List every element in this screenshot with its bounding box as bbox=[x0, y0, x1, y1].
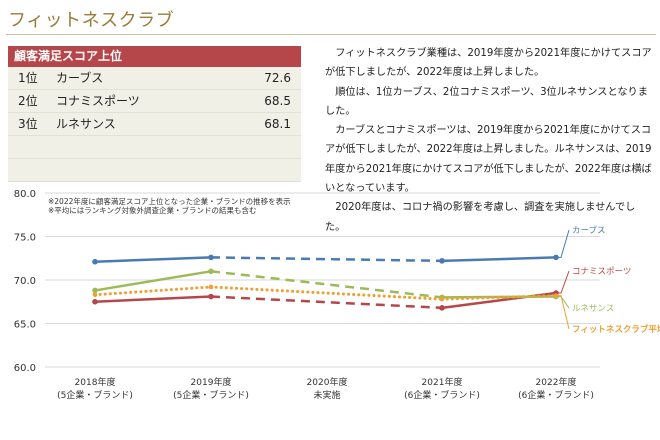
data-point bbox=[439, 296, 445, 302]
series-label: ルネサンス bbox=[572, 304, 614, 314]
ranking-empty-row bbox=[8, 159, 301, 182]
data-point bbox=[208, 293, 214, 300]
data-point bbox=[92, 258, 98, 265]
series-line bbox=[94, 295, 212, 303]
chart-note: ※平均にはランキング対象外調査企業・ブランドの結果も含む bbox=[48, 205, 257, 215]
x-tick-sublabel: (6企業・ブランド) bbox=[518, 389, 594, 401]
ranking-row: 2位 コナミスポーツ 68.5 bbox=[8, 90, 301, 113]
series-label-connector bbox=[556, 295, 570, 330]
x-tick-label: 2020年度 bbox=[307, 376, 348, 388]
rank-company-name: カーブス bbox=[56, 71, 104, 85]
x-tick-label: 2019年度 bbox=[191, 376, 232, 388]
data-point bbox=[439, 258, 445, 264]
x-tick-sublabel: (5企業・ブランド) bbox=[173, 389, 249, 401]
data-point bbox=[92, 287, 98, 294]
series-label-connector bbox=[556, 270, 570, 294]
rank-score: 72.6 bbox=[264, 71, 291, 85]
ranking-header: 顧客満足スコア上位 bbox=[8, 46, 301, 67]
chart-note: ※2022年度に顧客満足スコア上位となった企業・ブランドの推移を表示 bbox=[48, 196, 291, 206]
rank-score: 68.5 bbox=[264, 94, 291, 108]
series-gap-line bbox=[210, 270, 443, 299]
y-tick-label: 75.0 bbox=[14, 233, 36, 244]
x-tick-sublabel: (5企業・ブランド) bbox=[57, 389, 133, 401]
series-gap-line bbox=[209, 285, 444, 301]
description-paragraph: 2020年度は、コロナ禍の影響を考慮し、調査を実施しませんでした。 bbox=[325, 202, 636, 233]
y-tick-label: 70.0 bbox=[14, 276, 36, 287]
description-text: フィットネスクラブ業種は、2019年度から2021年度にかけてスコアが低下しまし… bbox=[325, 44, 655, 237]
data-point bbox=[208, 284, 214, 290]
series-label: フィットネスクラブ平均 bbox=[572, 324, 660, 335]
series-line bbox=[440, 294, 558, 301]
ranking-row: 3位 ルネサンス 68.1 bbox=[8, 113, 301, 136]
ranking-row: 1位 カーブス 72.6 bbox=[8, 67, 301, 90]
series-line bbox=[441, 256, 557, 263]
score-trend-chart: 60.0 65.0 70.0 75.0 80.0 ※2022年度に顧客満足スコア上位となっ… bbox=[14, 189, 660, 401]
rank-position: 1位 bbox=[18, 71, 38, 85]
x-tick-label: 2021年度 bbox=[422, 376, 463, 388]
x-tick-label: 2018年度 bbox=[75, 376, 116, 388]
y-tick-label: 65.0 bbox=[14, 320, 36, 331]
series-label: カーブス bbox=[572, 225, 606, 236]
data-point bbox=[208, 268, 214, 275]
series-label-connector bbox=[556, 229, 570, 258]
x-tick-label: 2022年度 bbox=[536, 376, 577, 388]
ranking-table: 顧客満足スコア上位 1位 カーブス 72.6 2位 コナミスポーツ 68.5 3… bbox=[8, 46, 301, 182]
data-point bbox=[208, 254, 214, 261]
page-title: フィットネスクラブ bbox=[8, 10, 175, 31]
rank-position: 3位 bbox=[18, 117, 38, 131]
y-tick-label: 80.0 bbox=[14, 189, 36, 200]
series-line bbox=[94, 270, 212, 292]
data-point bbox=[92, 292, 98, 298]
series-label: コナミスポーツ bbox=[572, 267, 631, 277]
series-gap-line bbox=[210, 295, 443, 310]
x-tick-sublabel: (6企業・ブランド) bbox=[404, 389, 480, 401]
rank-company-name: コナミスポーツ bbox=[56, 94, 140, 108]
data-point bbox=[439, 305, 445, 311]
description-paragraph: 順位は、1位カーブス、2位コナミスポーツ、3位ルネサンスとなりました。 bbox=[325, 86, 648, 117]
y-tick-label: 60.0 bbox=[14, 363, 36, 374]
description-paragraph: カーブスとコナミスポーツは、2019年度から2021年度にかけてスコアが低下しま… bbox=[325, 125, 652, 195]
rank-score: 68.1 bbox=[264, 117, 291, 131]
data-point bbox=[92, 298, 98, 305]
description-paragraph: フィットネスクラブ業種は、2019年度から2021年度にかけてスコアが低下しまし… bbox=[325, 48, 652, 79]
rank-position: 2位 bbox=[18, 94, 38, 108]
series-line bbox=[93, 285, 213, 297]
series-line bbox=[94, 256, 212, 263]
title-divider bbox=[6, 34, 656, 35]
x-tick-sublabel: 未実施 bbox=[313, 389, 340, 401]
ranking-empty-row bbox=[8, 136, 301, 159]
rank-company-name: ルネサンス bbox=[56, 117, 116, 131]
series-gap-line bbox=[210, 256, 443, 263]
